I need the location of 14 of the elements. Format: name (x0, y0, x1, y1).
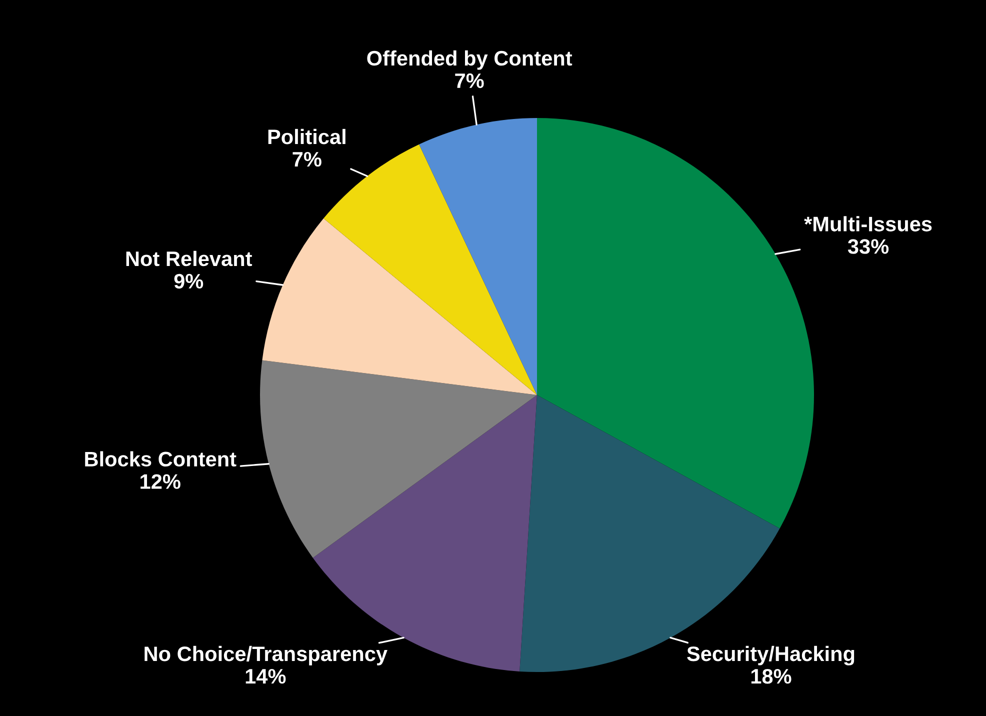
slice-label: Offended by Content (367, 50, 572, 70)
data-label: 7% (292, 152, 322, 167)
slice-label: Security/Hacking (687, 646, 854, 666)
data-label: 9% (174, 274, 204, 289)
slice-label: Not Relevant (126, 250, 252, 266)
slice-label: *Multi-Issues (804, 216, 932, 232)
slice-label: No Choice/Transparency (144, 646, 388, 666)
slice-label: Blocks Content (85, 451, 236, 467)
slice-label: Political (268, 128, 346, 144)
data-label: 12% (140, 474, 180, 489)
data-label: 14% (246, 668, 286, 684)
data-label: 33% (848, 239, 889, 254)
data-label: 18% (751, 668, 792, 684)
data-label: 7% (455, 73, 484, 88)
